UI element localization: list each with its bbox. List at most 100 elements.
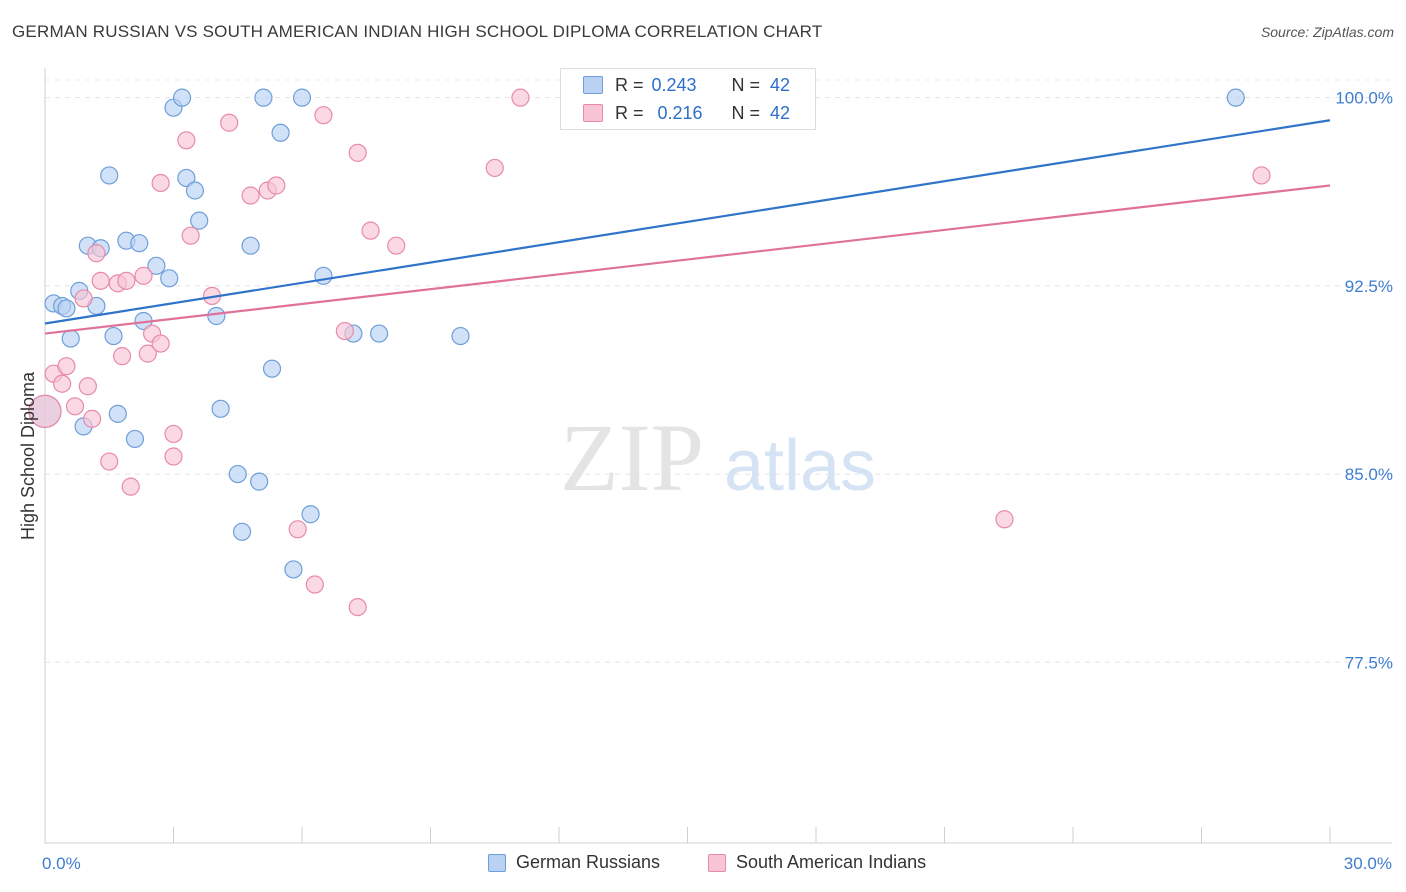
point-german-russians — [292, 88, 312, 107]
n-value: 42 — [770, 74, 791, 95]
point-south-american-indians — [305, 575, 324, 594]
point-german-russians — [370, 324, 389, 343]
stats-row-south-american-indians: R = 0.216 N = 42 — [583, 101, 791, 125]
bottom-legend: German Russians South American Indians — [0, 850, 1406, 880]
point-south-american-indians — [151, 173, 170, 193]
point-south-american-indians — [28, 394, 62, 428]
point-south-american-indians — [87, 244, 106, 263]
watermark: ZIP atlas — [560, 404, 876, 511]
point-german-russians — [177, 168, 196, 188]
point-german-russians — [451, 326, 470, 346]
r-value: 0.243 — [651, 74, 697, 95]
point-south-american-indians — [485, 158, 504, 178]
point-german-russians — [160, 269, 179, 288]
point-south-american-indians — [65, 397, 85, 416]
pink-swatch — [708, 853, 726, 872]
point-south-american-indians — [134, 266, 153, 285]
y-tick-label: 100.0% — [1335, 89, 1393, 108]
point-south-american-indians — [1252, 166, 1271, 185]
n-label: N = — [731, 102, 761, 123]
point-south-american-indians — [387, 236, 406, 255]
point-german-russians — [125, 429, 145, 449]
point-german-russians — [100, 166, 119, 185]
point-german-russians — [57, 299, 76, 318]
point-german-russians — [172, 88, 192, 107]
point-south-american-indians — [91, 271, 110, 290]
point-german-russians — [1226, 88, 1245, 107]
point-south-american-indians — [151, 334, 170, 353]
point-german-russians — [104, 326, 123, 346]
y-tick-label: 77.5% — [1345, 653, 1393, 672]
r-value: 0.216 — [657, 102, 703, 123]
watermark-zip: ZIP — [560, 404, 704, 511]
legend-label: German Russians — [516, 852, 661, 872]
point-german-russians — [241, 236, 260, 255]
legend-item-german-russians[interactable]: German Russians — [488, 852, 660, 873]
trend-layer — [44, 119, 1331, 335]
point-german-russians — [130, 234, 149, 253]
point-south-american-indians — [288, 520, 307, 539]
point-german-russians — [108, 404, 127, 423]
point-german-russians — [271, 123, 290, 142]
x-tick-label: 0.0% — [42, 854, 81, 873]
point-south-american-indians — [220, 113, 239, 132]
point-south-american-indians — [361, 221, 380, 240]
point-german-russians — [254, 88, 273, 107]
grid-layer — [45, 79, 1392, 663]
pink-swatch — [583, 104, 603, 122]
point-south-american-indians — [335, 321, 354, 341]
point-german-russians — [211, 399, 230, 418]
point-south-american-indians — [164, 447, 183, 466]
point-german-russians — [262, 359, 282, 378]
point-german-russians — [185, 181, 205, 200]
point-german-russians — [207, 306, 226, 326]
watermark-atlas: atlas — [724, 426, 876, 506]
trendline-south-american-indians — [44, 184, 1331, 335]
label-layer: 100.0% 92.5% 85.0% 77.5% 0.0% 30.0% — [42, 89, 1393, 873]
point-south-american-indians — [53, 374, 72, 393]
point-german-russians — [147, 256, 166, 275]
y-tick-label: 92.5% — [1345, 277, 1393, 296]
chart-title: GERMAN RUSSIAN VS SOUTH AMERICAN INDIAN … — [12, 22, 823, 41]
point-south-american-indians — [112, 347, 132, 366]
point-german-russians — [301, 505, 320, 524]
point-south-american-indians — [83, 409, 102, 428]
y-axis-label: High School Diploma — [18, 371, 38, 540]
r-label: R = — [615, 74, 644, 95]
point-south-american-indians — [177, 131, 196, 150]
point-south-american-indians — [511, 88, 530, 107]
r-label: R = — [615, 102, 644, 123]
stats-row-german-russians: R = 0.243 N = 42 — [583, 73, 791, 97]
x-tick-label: 30.0% — [1344, 854, 1392, 873]
trendline-german-russians — [44, 119, 1331, 325]
points-layer — [28, 88, 1271, 617]
point-south-american-indians — [181, 226, 200, 245]
blue-swatch — [583, 76, 603, 94]
point-south-american-indians — [121, 477, 140, 496]
point-south-american-indians — [995, 510, 1014, 529]
point-south-american-indians — [74, 289, 93, 308]
point-german-russians — [228, 464, 247, 484]
point-german-russians — [314, 266, 333, 285]
point-south-american-indians — [57, 357, 76, 376]
point-german-russians — [61, 329, 80, 348]
axis-layer — [44, 68, 1392, 844]
source-label: Source: ZipAtlas.com — [1260, 24, 1394, 40]
point-german-russians — [284, 560, 303, 579]
point-south-american-indians — [348, 143, 367, 162]
point-south-american-indians — [117, 271, 136, 290]
legend-label: South American Indians — [736, 852, 927, 872]
blue-swatch — [488, 853, 506, 872]
n-label: N = — [731, 74, 761, 95]
point-south-american-indians — [314, 106, 333, 125]
point-german-russians — [250, 472, 269, 491]
point-south-american-indians — [241, 186, 260, 205]
legend-item-south-american-indians[interactable]: South American Indians — [708, 852, 926, 873]
stats-legend: R = 0.243 N = 42 R = 0.216 N = 42 — [560, 68, 816, 130]
point-german-russians — [232, 522, 252, 541]
point-german-russians — [190, 211, 209, 230]
n-value: 42 — [770, 102, 791, 123]
point-south-american-indians — [267, 176, 286, 195]
point-south-american-indians — [78, 377, 97, 396]
